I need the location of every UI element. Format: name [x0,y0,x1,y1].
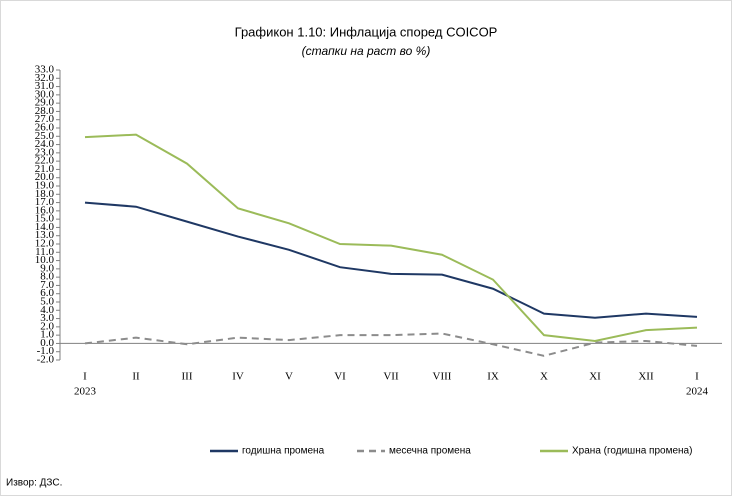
source: Извор: ДЗС. [6,478,62,489]
x-tick-label: III [182,371,193,383]
x-tick-label: XI [589,371,601,383]
y-tick-label: 28.0 [35,105,55,117]
y-tick-label: 1.0 [40,329,54,341]
x-tick-label: I [695,371,699,383]
x-tick-label: IV [232,371,244,383]
y-tick-label: 33.0 [35,64,55,76]
y-tick-label: 31.0 [35,80,55,92]
y-tick-label: 27.0 [35,113,55,125]
legend-label: месечна промена [389,446,471,457]
y-tick-label: 2.0 [40,320,54,332]
y-tick-label: 15.0 [35,213,55,225]
y-tick-label: 25.0 [35,130,55,142]
y-tick-label: 11.0 [35,246,54,258]
x-tick-label: VII [383,371,399,383]
series-line [84,133,698,342]
y-tick-label: 4.0 [40,304,54,316]
y-tick-label: 23.0 [35,146,55,158]
x-tick-label: VIII [433,371,452,383]
y-tick-label: 8.0 [40,271,54,283]
y-tick-label: 18.0 [35,188,55,200]
y-tick-label: 26.0 [35,122,55,134]
y-tick-label: 9.0 [40,262,54,274]
y-tick-label: 12.0 [35,238,55,250]
y-tick-label: 22.0 [35,155,55,167]
y-tick-label: -2.0 [37,354,55,366]
y-tick-label: 13.0 [35,229,55,241]
y-tick-label: 16.0 [35,204,55,216]
y-tick-label: 21.0 [35,163,55,175]
y-tick-label: 6.0 [40,287,54,299]
y-tick-label: 5.0 [40,296,54,308]
y-tick-label: 7.0 [40,279,54,291]
legend-label: Храна (годишна промена) [572,446,692,457]
y-tick-label: 3.0 [40,312,54,324]
x-tick-label: XII [638,371,654,383]
x-tick-label: I [83,371,87,383]
y-tick-label: -1.0 [37,345,55,357]
y-tick-label: 24.0 [35,138,55,150]
x-tick-label: X [540,371,548,383]
x-tick-label: V [285,371,293,383]
y-tick-label: 10.0 [35,254,55,266]
x-tick-label: II [132,371,140,383]
y-tick-label: 19.0 [35,180,55,192]
y-tick-label: 17.0 [35,196,55,208]
x-year-label: 2024 [686,386,709,398]
x-tick-label: VI [334,371,346,383]
y-tick-label: 0.0 [40,337,54,349]
series-line [84,201,698,319]
x-tick-label: IX [487,371,499,383]
series-line [84,332,698,357]
chart-subtitle: (стапки на раст во %) [302,44,431,58]
y-tick-label: 30.0 [35,88,55,100]
y-tick-label: 14.0 [35,221,55,233]
y-tick-label: 32.0 [35,72,55,84]
chart-title: Графикон 1.10: Инфлација според COICOP [235,24,498,39]
x-year-label: 2023 [74,386,97,398]
legend-label: годишна промена [242,446,325,457]
y-tick-label: 29.0 [35,97,55,109]
y-tick-label: 20.0 [35,171,55,183]
